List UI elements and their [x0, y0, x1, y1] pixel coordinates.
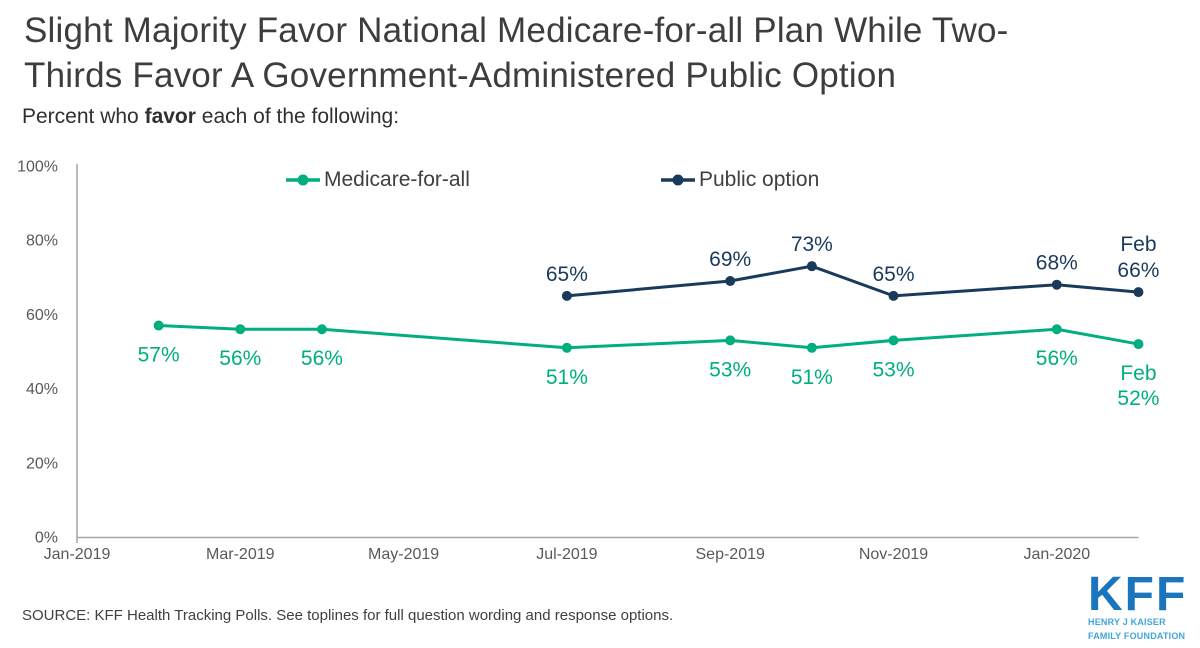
- data-point: [316, 324, 327, 335]
- data-point: [806, 342, 817, 353]
- legend-item-public-option: Public option: [660, 168, 819, 192]
- data-point: [235, 324, 246, 335]
- legend-label: Medicare-for-all: [324, 168, 470, 191]
- x-axis-tick-label: Jul-2019: [536, 546, 597, 563]
- x-axis-tick-label: Mar-2019: [206, 546, 275, 563]
- x-axis-tick-label: Jan-2019: [44, 546, 111, 563]
- kff-logo-line-1: HENRY J KAISER: [1088, 617, 1166, 627]
- chart-subtitle: Percent who favor each of the following:: [22, 105, 399, 129]
- data-point: [888, 290, 899, 301]
- legend-label: Public option: [699, 168, 820, 191]
- data-point-label: 65%: [546, 263, 588, 286]
- subtitle-bold-word: favor: [144, 105, 196, 128]
- page-title-line-2: Thirds Favor A Government-Administered P…: [24, 56, 897, 95]
- page-title: Slight Majority Favor National Medicare-…: [24, 8, 1184, 98]
- data-point: [561, 290, 572, 301]
- data-point-label: 53%: [709, 358, 751, 381]
- kff-logo-line-2: FAMILY FOUNDATION: [1088, 630, 1186, 641]
- data-point: [1133, 339, 1144, 350]
- data-point-label: 65%: [872, 263, 914, 286]
- data-point: [1051, 324, 1062, 335]
- data-point: [725, 335, 736, 346]
- y-axis-tick-label: 60%: [26, 307, 58, 324]
- data-point-label: Feb 66%: [1117, 233, 1159, 282]
- y-axis-tick-label: 40%: [26, 381, 58, 398]
- page-title-line-1: Slight Majority Favor National Medicare-…: [24, 11, 1009, 50]
- data-point-label: 68%: [1036, 252, 1078, 275]
- data-point: [561, 342, 572, 353]
- x-axis-tick-label: Jan-2020: [1023, 546, 1090, 563]
- subtitle-suffix: each of the following:: [195, 105, 400, 128]
- y-axis-tick-label: 100%: [17, 159, 58, 176]
- data-point-label: 56%: [219, 347, 261, 370]
- kff-logo: KFF HENRY J KAISER FAMILY FOUNDATION: [1088, 568, 1194, 641]
- data-point-label: 51%: [791, 366, 833, 389]
- x-axis-tick-label: Nov-2019: [859, 546, 928, 563]
- data-point-label: Feb 52%: [1117, 362, 1159, 410]
- data-point-label: 57%: [138, 344, 180, 367]
- data-point: [1133, 287, 1144, 298]
- data-point-label: 51%: [546, 366, 588, 389]
- x-axis-tick-label: Sep-2019: [696, 546, 765, 563]
- kff-logo-acronym: KFF: [1088, 568, 1188, 621]
- subtitle-prefix: Percent who: [22, 105, 145, 128]
- y-axis-tick-label: 0%: [35, 530, 58, 547]
- y-axis-tick-label: 80%: [26, 233, 58, 250]
- data-point: [153, 320, 164, 331]
- legend-item-medicare-for-all: Medicare-for-all: [285, 168, 470, 192]
- series-line-1: [566, 264, 1139, 298]
- legend-line-dot-icon: [286, 174, 320, 186]
- data-point-label: 53%: [872, 358, 914, 381]
- data-point: [725, 276, 736, 287]
- data-point: [1051, 279, 1062, 290]
- y-axis-tick-label: 20%: [26, 455, 58, 472]
- source-note: SOURCE: KFF Health Tracking Polls. See t…: [22, 607, 674, 624]
- data-point: [806, 261, 817, 272]
- data-point-label: 69%: [709, 248, 751, 271]
- data-point-label: 73%: [791, 233, 833, 256]
- x-axis-tick-label: May-2019: [368, 546, 439, 563]
- legend-line-dot-icon: [661, 174, 695, 186]
- series-line-0: [158, 324, 1139, 350]
- data-point-label: 56%: [1036, 347, 1078, 370]
- data-point: [888, 335, 899, 346]
- data-point-label: 56%: [301, 347, 343, 370]
